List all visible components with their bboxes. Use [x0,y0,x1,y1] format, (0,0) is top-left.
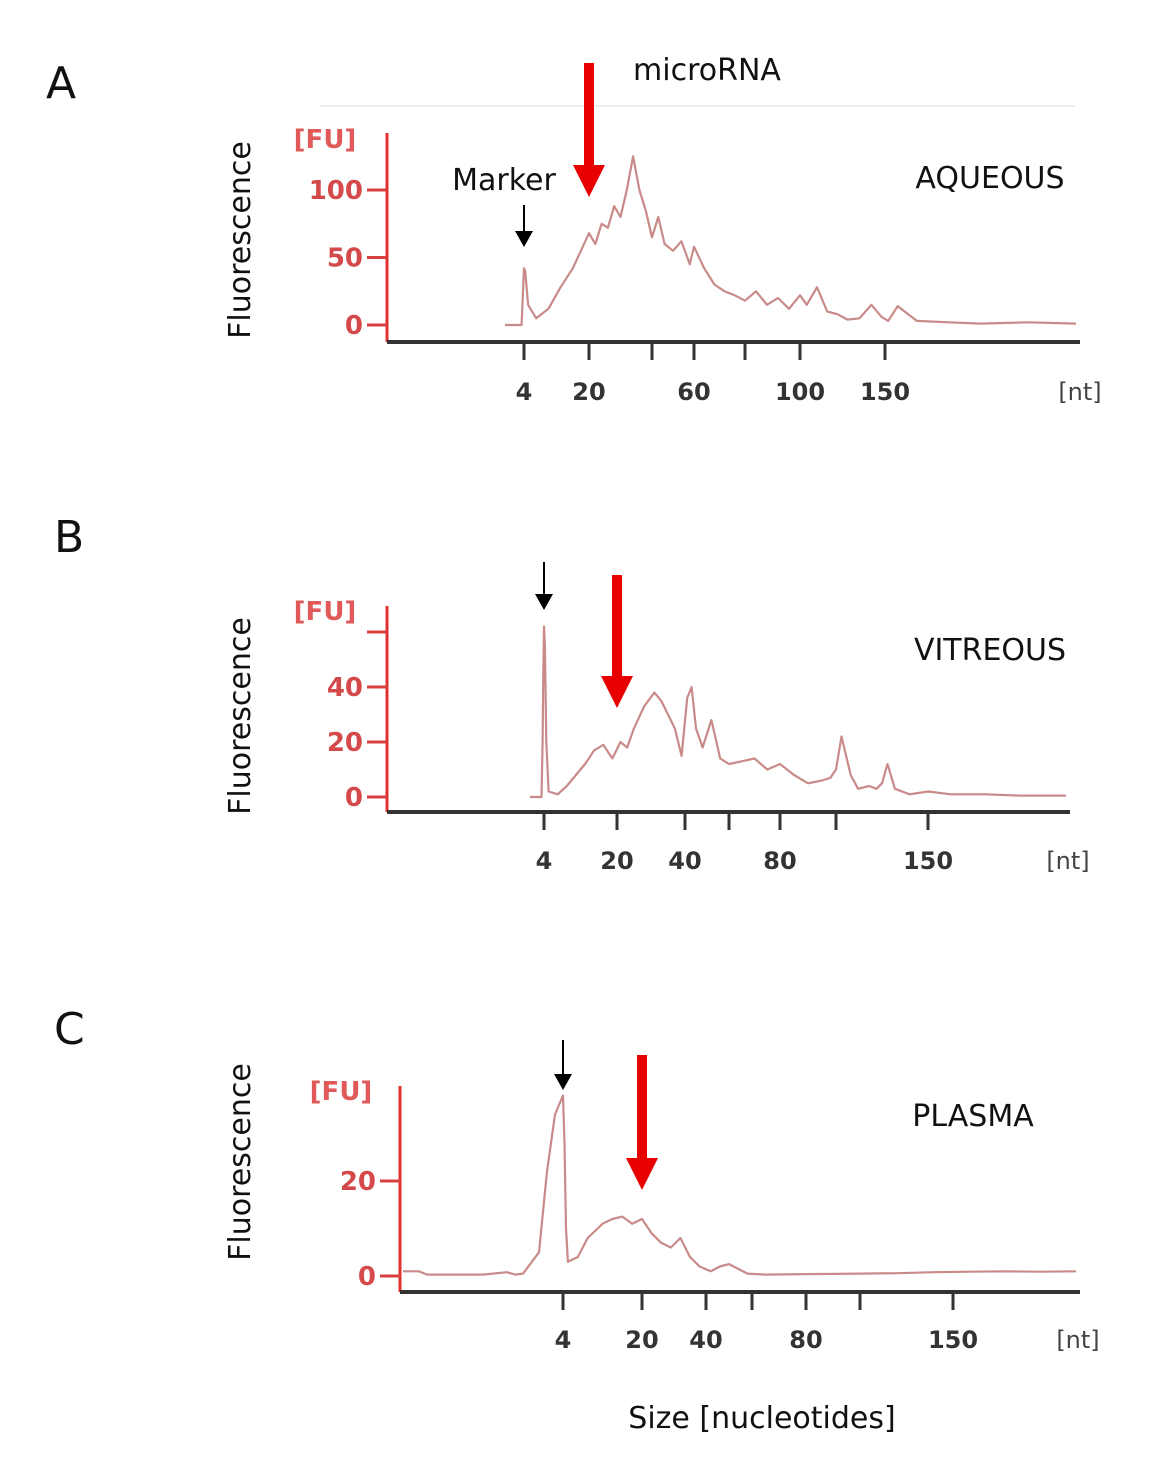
microrna-label: microRNA [633,53,781,88]
marker-label: Marker [452,163,556,198]
x-tick-label: 40 [668,847,701,875]
x-tick-label: 20 [625,1326,658,1354]
panel-letter-a: A [46,58,76,109]
x-tick-label: 150 [903,847,953,875]
x-tick-label: 150 [860,378,910,406]
x-tick-label: 4 [555,1326,572,1354]
microrna-arrow-head [601,676,633,708]
y-axis-title: Fluorescence [223,141,258,339]
x-unit-label: [nt] [1058,378,1101,406]
y-tick-label: 0 [345,783,363,813]
trace-line [505,155,1077,327]
y-tick-label: 50 [327,244,363,274]
y-unit-label: [FU] [294,125,357,155]
x-tick-label: 100 [775,378,825,406]
marker-arrow-head [535,594,553,610]
sample-label: PLASMA [912,1099,1034,1134]
y-tick-label: 40 [327,673,363,703]
x-tick-label: 4 [536,847,553,875]
x-tick-label: 80 [789,1326,822,1354]
panel-letter-c: C [54,1004,85,1055]
trace-line [530,625,1066,799]
x-tick-label: 80 [763,847,796,875]
panel-b-vitreous: Fluorescence [FU] 0 20 40 4 20 40 80 150 [nt] VITRE… [223,562,1090,875]
marker-arrow-head [515,231,533,247]
x-unit-label: [nt] [1046,847,1089,875]
microrna-arrow-head [626,1158,658,1190]
microrna-arrow-shaft [612,575,622,678]
x-tick-label: 150 [928,1326,978,1354]
x-tick-label: 20 [600,847,633,875]
y-axis-title: Fluorescence [223,1063,258,1261]
panel-letter-b: B [54,512,84,563]
y-tick-label: 20 [340,1167,376,1197]
y-tick-label: 20 [327,728,363,758]
y-tick-label: 100 [309,176,363,206]
microrna-arrow-head [573,165,605,197]
x-axis-title: Size [nucleotides] [628,1401,895,1436]
x-unit-label: [nt] [1056,1326,1099,1354]
x-tick-label: 60 [677,378,710,406]
x-tick-label: 4 [516,378,533,406]
y-tick-label: 0 [345,311,363,341]
x-tick-label: 40 [689,1326,722,1354]
microrna-arrow-shaft [584,63,594,167]
trace-line [403,1094,1077,1276]
y-axis-title: Fluorescence [223,617,258,815]
y-tick-label: 0 [358,1262,376,1292]
sample-label: AQUEOUS [915,161,1064,196]
panel-a-aqueous: Fluorescence [FU] 0 50 100 4 20 60 100 150 [nt] AQU… [223,53,1102,406]
x-tick-label: 20 [572,378,605,406]
marker-arrow-head [554,1074,572,1090]
y-unit-label: [FU] [294,597,357,627]
y-unit-label: [FU] [310,1077,373,1107]
panel-c-plasma: Fluorescence [FU] 0 20 4 20 40 80 150 [nt] PLASMA [223,1040,1100,1354]
microrna-arrow-shaft [637,1055,647,1160]
sample-label: VITREOUS [914,633,1066,668]
